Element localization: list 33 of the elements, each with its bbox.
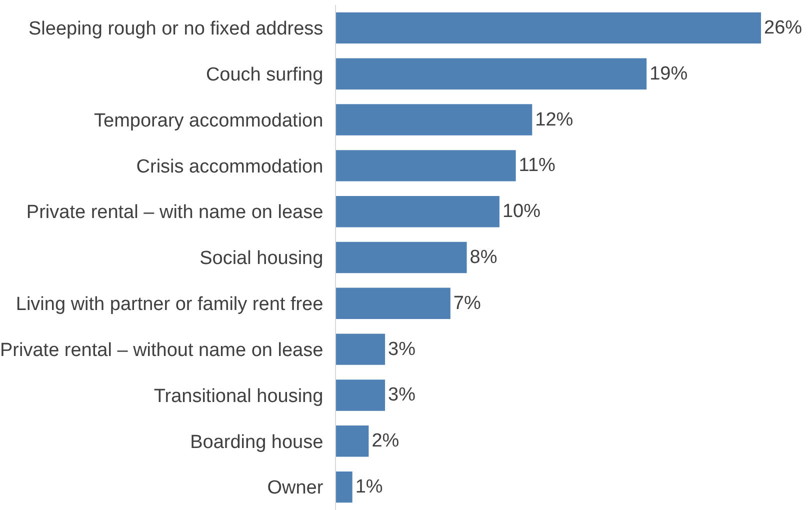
y-tick-label: Couch surfing: [206, 64, 324, 86]
bar: [336, 288, 450, 320]
y-tick-label: Temporary accommodation: [94, 110, 324, 132]
y-tick-label: Owner: [267, 478, 324, 499]
data-label: 7%: [453, 292, 481, 314]
data-label: 12%: [535, 109, 574, 130]
bar: [336, 150, 516, 182]
bar: [336, 196, 500, 228]
bar: [336, 12, 761, 44]
y-tick-label: Transitional housing: [154, 386, 324, 407]
bar: [336, 471, 352, 503]
data-label: 1%: [355, 476, 383, 498]
data-label: 26%: [764, 17, 802, 38]
y-tick-label: Living with partner or family rent free: [16, 294, 324, 316]
bar: [336, 426, 369, 457]
data-label: 19%: [650, 63, 688, 84]
bar: [336, 104, 532, 136]
bar: [336, 334, 386, 365]
bar: [336, 380, 386, 411]
data-label: 11%: [518, 155, 556, 176]
data-label: 8%: [470, 247, 498, 268]
y-tick-label: Private rental – with name on lease: [26, 202, 324, 224]
data-label: 10%: [502, 201, 541, 222]
y-tick-label: Sleeping rough or no fixed address: [28, 18, 324, 40]
y-tick-label: Crisis accommodation: [136, 156, 324, 178]
bar: [336, 58, 647, 90]
bar: [336, 242, 467, 274]
y-tick-label: Private rental – without name on lease: [0, 340, 324, 361]
data-label: 3%: [388, 338, 416, 360]
data-label: 3%: [388, 384, 416, 406]
data-label: 2%: [372, 430, 400, 452]
y-tick-label: Boarding house: [190, 432, 324, 453]
y-tick-label: Social housing: [200, 248, 324, 270]
